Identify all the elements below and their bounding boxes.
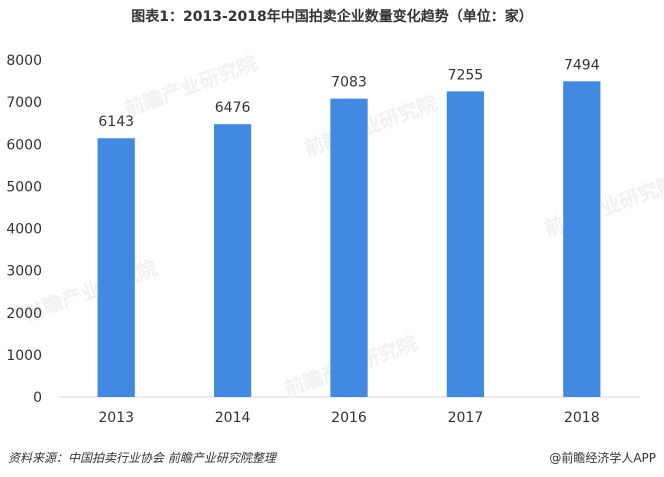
- y-tick-label: 3000: [6, 264, 42, 280]
- bar: [330, 98, 368, 397]
- bar-value-label: 7494: [564, 57, 600, 73]
- source-note: 资料来源：中国拍卖行业协会 前瞻产业研究院整理: [8, 451, 276, 465]
- bar: [563, 81, 601, 397]
- y-tick-label: 2000: [6, 306, 42, 322]
- chart-title: 图表1：2013-2018年中国拍卖企业数量变化趋势（单位：家）: [131, 9, 533, 25]
- x-tick-label: 2018: [564, 410, 600, 426]
- x-tick-label: 2014: [215, 410, 251, 426]
- y-tick-label: 0: [33, 390, 42, 406]
- bar-value-label: 6476: [215, 100, 251, 116]
- x-tick-label: 2013: [98, 410, 134, 426]
- y-tick-label: 5000: [6, 179, 42, 195]
- x-tick-label: 2016: [331, 410, 367, 426]
- y-tick-label: 7000: [6, 95, 42, 111]
- bar: [213, 124, 252, 398]
- bar-value-label: 7255: [448, 67, 484, 83]
- y-tick-label: 6000: [6, 137, 42, 153]
- y-tick-label: 1000: [6, 348, 42, 364]
- bar: [97, 138, 135, 397]
- y-tick-label: 8000: [6, 53, 42, 69]
- x-tick-label: 2017: [448, 410, 484, 426]
- bar: [446, 91, 485, 398]
- brand-label: @前瞻经济学人APP: [549, 451, 656, 465]
- bar-value-label: 7083: [331, 75, 367, 91]
- bar-value-label: 6143: [98, 114, 134, 130]
- y-tick-label: 4000: [6, 222, 42, 238]
